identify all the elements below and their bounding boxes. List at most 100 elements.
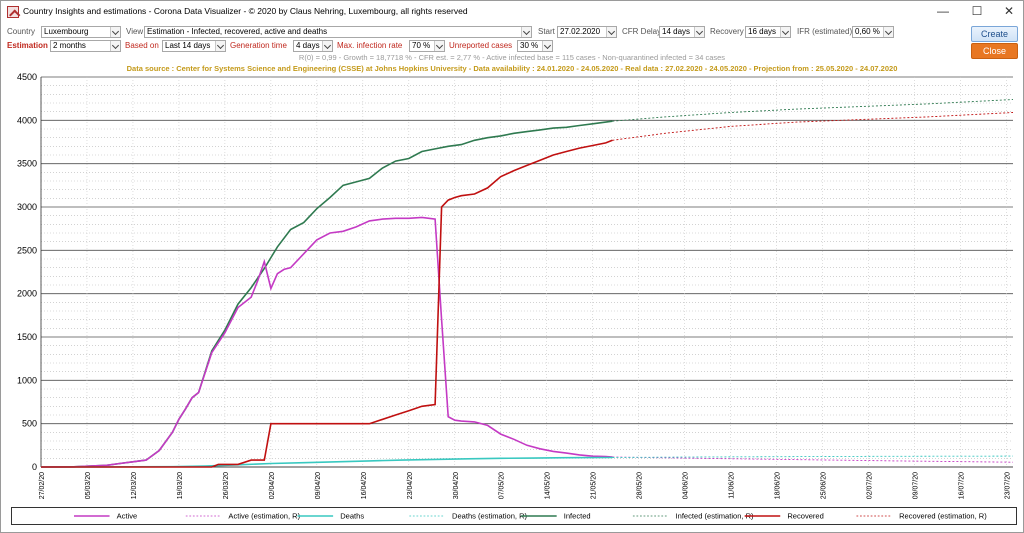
- x-tick-label: 09/04/20: [315, 472, 322, 499]
- country-value: Luxembourg: [44, 27, 89, 36]
- legend-label: Deaths: [340, 512, 364, 521]
- controls-row-2: Estimation 2 months Based on Last 14 day…: [1, 40, 1023, 56]
- start-label: Start: [538, 27, 555, 36]
- y-tick-label: 3000: [17, 202, 37, 212]
- series-line-recovered: [41, 139, 613, 468]
- x-tick-label: 05/03/20: [85, 472, 92, 499]
- x-tick-label: 25/06/20: [821, 472, 828, 499]
- estimation-value: 2 months: [53, 41, 86, 50]
- based-value: Last 14 days: [165, 41, 211, 50]
- generation-time-label: Generation time: [230, 41, 287, 50]
- series-line-deaths-estimation-r: [612, 455, 1014, 458]
- y-tick-label: 4500: [17, 72, 37, 82]
- ifr-label: IFR (estimated): [797, 27, 853, 36]
- x-tick-label: 26/03/20: [223, 472, 230, 499]
- chevron-down-icon: [542, 41, 552, 51]
- y-tick-label: 1000: [17, 375, 37, 385]
- max-infection-rate-select[interactable]: 70 %: [409, 40, 445, 52]
- cfr-value: 14 days: [662, 27, 691, 36]
- ifr-value: 0,60 %: [855, 27, 880, 36]
- y-tick-label: 1500: [17, 332, 37, 342]
- country-select[interactable]: Luxembourg: [41, 26, 121, 38]
- x-tick-label: 12/03/20: [131, 472, 138, 499]
- create-button[interactable]: Create: [971, 26, 1018, 42]
- recovery-select[interactable]: 16 days: [745, 26, 791, 38]
- chevron-down-icon: [606, 27, 616, 37]
- estimation-label: Estimation: [7, 41, 48, 50]
- window-close-button[interactable]: ✕: [1003, 4, 1015, 18]
- x-tick-label: 18/06/20: [775, 472, 782, 499]
- chevron-down-icon: [434, 41, 444, 51]
- legend-label: Recovered (estimation, R): [899, 512, 987, 521]
- chevron-down-icon: [521, 27, 531, 37]
- x-tick-label: 27/02/20: [39, 472, 46, 499]
- chevron-down-icon: [215, 41, 225, 51]
- y-tick-label: 2000: [17, 289, 37, 299]
- title-bar: Country Insights and estimations - Coron…: [1, 1, 1023, 23]
- legend-label: Recovered: [787, 512, 824, 521]
- recovery-label: Recovery: [710, 27, 744, 36]
- series-line-recovered-estimation-r: [612, 112, 1014, 141]
- x-tick-label: 23/07/20: [1004, 472, 1011, 499]
- x-tick-label: 16/04/20: [361, 472, 368, 499]
- close-button[interactable]: Close: [971, 43, 1018, 59]
- based-on-select[interactable]: Last 14 days: [162, 40, 226, 52]
- y-tick-label: 500: [22, 419, 37, 429]
- legend-label: Active (estimation, R): [228, 512, 300, 521]
- legend-label: Infected: [564, 512, 591, 521]
- x-tick-label: 04/06/20: [683, 472, 690, 499]
- corona-chart: 0 500 1000 1500 2000 2500 3000 3500 4000 4500 27/0…: [17, 72, 1014, 499]
- ifr-select[interactable]: 0,60 %: [852, 26, 894, 38]
- app-chart-icon: [7, 6, 19, 18]
- y-tick-label: 3500: [17, 159, 37, 169]
- x-tick-label: 16/07/20: [958, 472, 965, 499]
- data-source-line: Data source : Center for Systems Science…: [126, 64, 898, 73]
- max-infection-rate-label: Max. infection rate: [337, 41, 403, 50]
- cfr-delay-select[interactable]: 14 days: [659, 26, 705, 38]
- chevron-down-icon: [694, 27, 704, 37]
- window-title: Country Insights and estimations - Coron…: [23, 6, 468, 16]
- view-select[interactable]: Estimation - Infected, recovered, active…: [144, 26, 532, 38]
- view-label: View: [126, 27, 144, 36]
- x-tick-label: 07/05/20: [499, 472, 506, 499]
- cfr-delay-label: CFR Delay: [622, 27, 662, 36]
- legend-label: Deaths (estimation, R): [452, 512, 528, 521]
- y-tick-label: 2500: [17, 245, 37, 255]
- chevron-down-icon: [322, 41, 332, 51]
- maximize-button[interactable]: ☐: [971, 4, 983, 18]
- recovery-value: 16 days: [748, 27, 777, 36]
- unrep-value: 30 %: [520, 41, 539, 50]
- minimize-button[interactable]: —: [937, 4, 949, 18]
- y-tick-label: 0: [32, 462, 37, 472]
- start-date-picker[interactable]: 27.02.2020: [557, 26, 617, 38]
- maxinf-value: 70 %: [412, 41, 431, 50]
- start-value: 27.02.2020: [560, 27, 601, 36]
- x-tick-label: 19/03/20: [177, 472, 184, 499]
- x-tick-label: 14/05/20: [545, 472, 552, 499]
- view-value: Estimation - Infected, recovered, active…: [147, 27, 328, 36]
- unreported-cases-select[interactable]: 30 %: [517, 40, 553, 52]
- chevron-down-icon: [110, 41, 120, 51]
- legend-label: Active: [117, 512, 138, 521]
- series-line-infected-estimation-r: [612, 99, 1014, 122]
- based-on-label: Based on: [125, 41, 159, 50]
- x-tick-label: 09/07/20: [912, 472, 919, 499]
- x-tick-label: 23/04/20: [407, 472, 414, 499]
- series-line-active: [40, 216, 613, 468]
- generation-time-select[interactable]: 4 days: [293, 40, 333, 52]
- estimation-select[interactable]: 2 months: [50, 40, 121, 52]
- unreported-cases-label: Unreported cases: [449, 41, 513, 50]
- x-tick-label: 28/05/20: [637, 472, 644, 499]
- statistics-line: R(0) = 0,99 - Growth = 18,7718 % - CFR e…: [298, 53, 726, 62]
- chevron-down-icon: [780, 27, 790, 37]
- legend-label: Infected (estimation, R): [676, 512, 755, 521]
- x-tick-label: 21/05/20: [591, 472, 598, 499]
- x-tick-label: 02/07/20: [867, 472, 874, 499]
- y-tick-label: 4000: [17, 115, 37, 125]
- gen-value: 4 days: [296, 41, 320, 50]
- x-tick-label: 02/04/20: [269, 472, 276, 499]
- chart-legend: Active Active (estimation, R) Deaths Deaths…: [11, 507, 1017, 525]
- country-label: Country: [7, 27, 36, 36]
- x-tick-label: 11/06/20: [729, 472, 736, 499]
